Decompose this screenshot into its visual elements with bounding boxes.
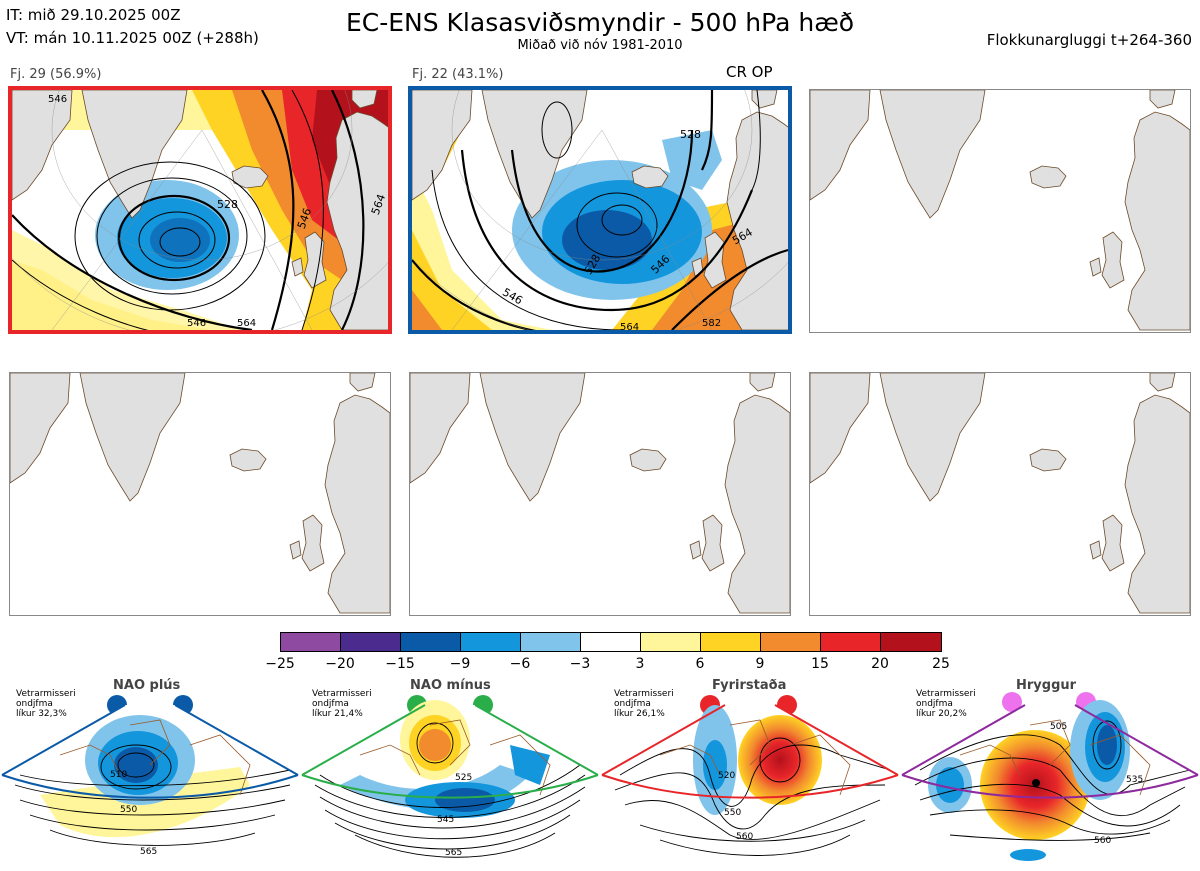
- colorbar-cell: [340, 632, 401, 652]
- regime-contour-label: 535: [1126, 775, 1144, 785]
- regime-title: NAO plús: [113, 678, 181, 693]
- regime-title: Fyrirstaða: [712, 678, 787, 693]
- colorbar-cell: [820, 632, 881, 652]
- colorbar-tick: −6: [509, 656, 531, 672]
- cluster-1-contour-label: 564: [237, 318, 257, 329]
- colorbar-cell: [580, 632, 641, 652]
- colorbar-tick: −25: [265, 656, 295, 672]
- empty-cluster-map: [809, 372, 1191, 616]
- regime-ridge: Vetrarmisseri ondjfma líkur 20,2% Hryggur …: [900, 675, 1200, 871]
- cluster-2-contour-label: 582: [702, 318, 722, 329]
- colorbar-tick: −15: [385, 656, 415, 672]
- regime-probability: Vetrarmisseri ondjfma líkur 20,2%: [916, 689, 976, 719]
- regime-contour-label: 550: [120, 805, 138, 815]
- colorbar-tick: 25: [932, 656, 950, 672]
- colorbar-tick: 6: [695, 656, 705, 672]
- regime-nao-plus: Vetrarmisseri ondjfma líkur 32,3% NAO plús…: [0, 675, 300, 871]
- valid-time: VT: mán 10.11.2025 00Z (+288h): [6, 29, 259, 47]
- colorbar-tick: 3: [635, 656, 645, 672]
- cluster-2-label: Fj. 22 (43.1%): [412, 67, 504, 82]
- empty-cluster-map: [409, 372, 791, 616]
- cluster-2-member-tag: CR OP: [726, 63, 773, 81]
- regime-contour-label: 545: [437, 815, 455, 825]
- page-subtitle: Miðað við nóv 1981-2010: [517, 38, 683, 53]
- empty-cluster-map: [9, 372, 391, 616]
- cluster-2-contour-label: 528: [680, 128, 701, 141]
- regime-blocking: Vetrarmisseri ondjfma líkur 26,1% Fyrirsta…: [600, 675, 900, 871]
- regime-contour-label: 520: [718, 771, 736, 781]
- cluster-2-map: 528 528 546 546 564 564 582: [408, 86, 792, 334]
- header-times: IT: mið 29.10.2025 00Z VT: mán 10.11.202…: [6, 4, 259, 50]
- empty-cluster-map: [809, 89, 1191, 333]
- regime-title: NAO mínus: [410, 678, 491, 693]
- cluster-1-contour-label: 546: [48, 94, 68, 105]
- colorbar-cell: [520, 632, 581, 652]
- page-title: EC-ENS Klasasviðsmyndir - 500 hPa hæð: [345, 8, 855, 37]
- regime-contour-label: 560: [736, 832, 754, 842]
- colorbar-tick: 20: [871, 656, 889, 672]
- regime-probability: Vetrarmisseri ondjfma líkur 32,3%: [16, 689, 76, 719]
- colorbar-cell: [640, 632, 701, 652]
- cluster-window: Flokkunargluggi t+264-360: [986, 31, 1192, 49]
- regime-contour-label: 510: [110, 770, 128, 780]
- colorbar-tick: 9: [755, 656, 765, 672]
- regime-marker-dot: [1002, 692, 1022, 712]
- regime-probability: Vetrarmisseri ondjfma líkur 26,1%: [614, 689, 674, 719]
- regime-probability: Vetrarmisseri ondjfma líkur 21,4%: [312, 689, 372, 719]
- colorbar-cell: [760, 632, 821, 652]
- colorbar-tick: −9: [449, 656, 471, 672]
- colorbar-tick: −3: [569, 656, 591, 672]
- colorbar-cell: [700, 632, 761, 652]
- cluster-2-contour-label: 564: [620, 322, 640, 333]
- regime-title: Hryggur: [1016, 678, 1077, 693]
- regime-contour-label: 565: [140, 847, 158, 857]
- colorbar-cell: [460, 632, 521, 652]
- regime-contour-label: 565: [445, 848, 463, 858]
- cluster-1-map: 528 546 564 546 546 564: [8, 86, 392, 334]
- colorbar-cell: [880, 632, 942, 652]
- cluster-1-contour-label: 546: [187, 318, 207, 329]
- cluster-1-contour-label: 528: [217, 198, 238, 211]
- regime-contour-label: 525: [455, 773, 473, 783]
- regime-contour-label: 560: [1094, 836, 1112, 846]
- regime-nao-minus: Vetrarmisseri ondjfma líkur 21,4% NAO mínu…: [300, 675, 600, 871]
- init-time: IT: mið 29.10.2025 00Z: [6, 6, 181, 24]
- colorbar: −25 −20 −15 −9 −6 −3 3 6 9 15 20 25: [265, 632, 950, 672]
- colorbar-cell: [280, 632, 341, 652]
- colorbar-cell: [400, 632, 461, 652]
- colorbar-tick: −20: [325, 656, 355, 672]
- colorbar-tick: 15: [811, 656, 829, 672]
- cluster-1-label: Fj. 29 (56.9%): [10, 67, 102, 82]
- regime-contour-label: 505: [1050, 722, 1068, 732]
- regime-contour-label: 550: [724, 808, 742, 818]
